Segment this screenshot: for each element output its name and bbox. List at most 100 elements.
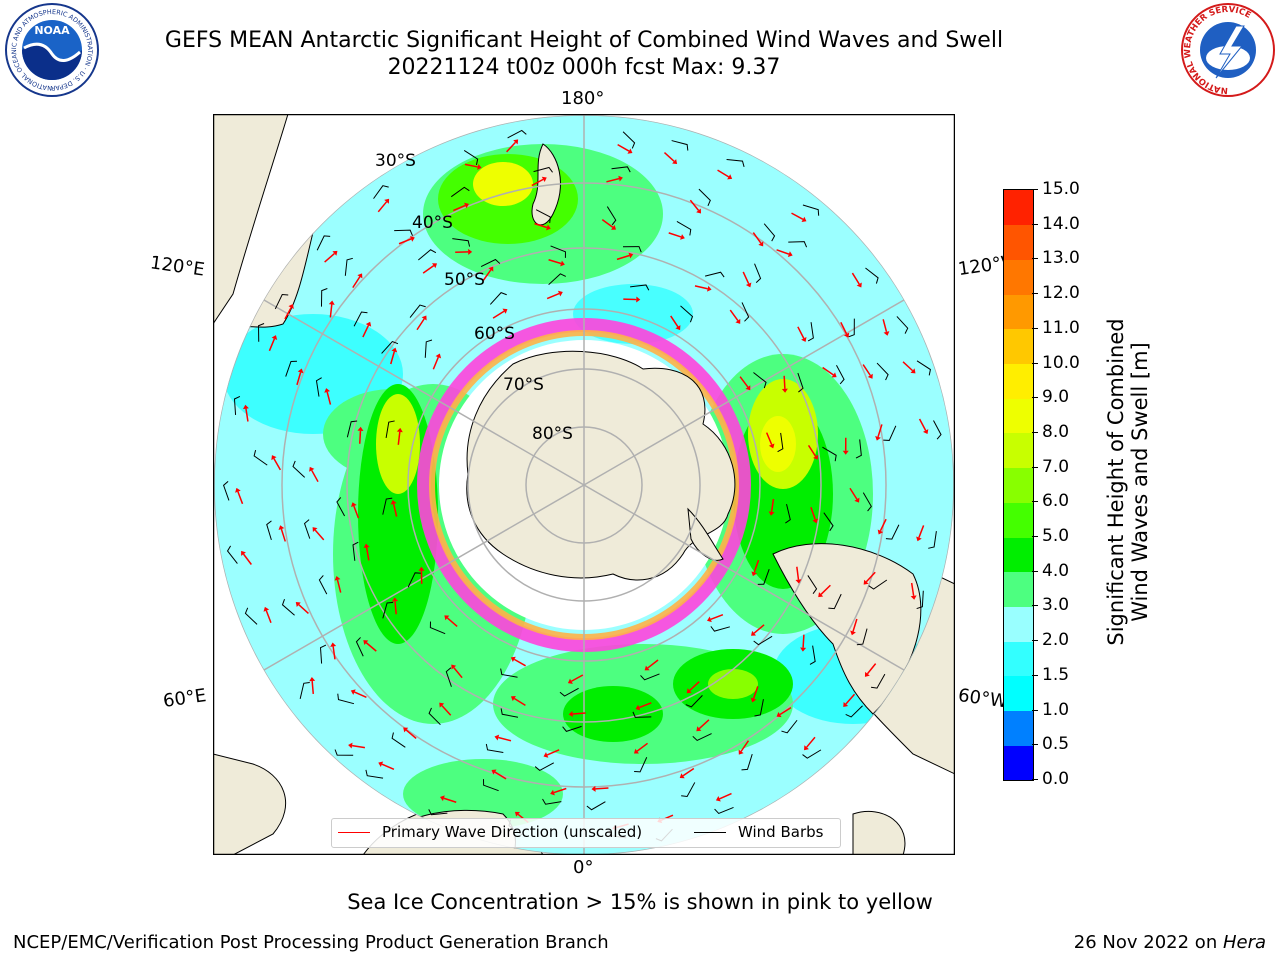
colorbar-tick-mark bbox=[1032, 466, 1038, 468]
wave-arrow-head bbox=[391, 347, 398, 353]
wind-barb bbox=[632, 711, 652, 718]
colorbar-tick-mark bbox=[1032, 501, 1038, 503]
wave-arrow bbox=[742, 271, 750, 285]
wind-barb bbox=[428, 707, 441, 726]
wind-barb bbox=[862, 492, 872, 512]
wave-arrow bbox=[284, 307, 292, 320]
wave-arrow bbox=[852, 618, 858, 632]
wave-arrow-head bbox=[365, 321, 372, 327]
wave-arrow bbox=[280, 528, 287, 542]
wind-barb bbox=[334, 749, 354, 756]
wave-arrow-head bbox=[636, 296, 641, 303]
colorbar-band bbox=[1004, 745, 1033, 781]
wave-arrow bbox=[879, 518, 887, 532]
wave-arrow bbox=[862, 364, 871, 376]
wave-arrow-head bbox=[396, 427, 403, 433]
colorbar-tick-label: 3.0 bbox=[1042, 595, 1070, 616]
wave-arrow-head bbox=[510, 656, 516, 662]
wind-barb bbox=[258, 323, 265, 342]
wind-barb bbox=[299, 681, 310, 699]
wave-arrow bbox=[398, 238, 412, 245]
colorbar-tick-label: 11.0 bbox=[1042, 317, 1080, 338]
wave-arrow-head bbox=[850, 630, 856, 636]
colorbar-tick-label: 13.0 bbox=[1042, 248, 1080, 269]
lon-label-top: 180° bbox=[561, 88, 605, 109]
wave-arrow-head bbox=[421, 315, 427, 321]
legend-label-wind: Wind Barbs bbox=[738, 823, 824, 841]
colorbar-tick-mark bbox=[1032, 223, 1038, 225]
wave-arrow-head bbox=[696, 726, 702, 732]
wind-barb bbox=[802, 749, 822, 759]
wave-direction-arrows bbox=[235, 139, 929, 831]
wave-arrow-head bbox=[390, 499, 397, 505]
wave-arrow bbox=[820, 584, 831, 595]
wave-arrow bbox=[668, 232, 682, 238]
wind-barb bbox=[266, 520, 272, 541]
wave-arrow bbox=[719, 792, 732, 800]
wind-barb bbox=[788, 241, 808, 248]
wind-barb bbox=[382, 601, 394, 619]
wave-arrow-head bbox=[696, 208, 701, 214]
wind-barb bbox=[550, 245, 566, 258]
wind-barb bbox=[409, 304, 426, 318]
wave-arrow bbox=[311, 680, 315, 695]
wave-arrow bbox=[851, 272, 860, 285]
wave-arrow bbox=[268, 338, 276, 352]
wind-barb bbox=[916, 590, 924, 610]
wind-barb bbox=[836, 365, 845, 385]
wind-barb bbox=[428, 809, 448, 816]
wave-arrow-head bbox=[363, 543, 370, 549]
wave-arrow-head bbox=[557, 290, 563, 297]
wave-arrow-head bbox=[271, 335, 278, 340]
lat-label-40s: 40°S bbox=[412, 213, 453, 233]
colorbar-tick-label: 8.0 bbox=[1042, 421, 1070, 442]
wind-barb bbox=[896, 316, 909, 334]
wave-arrow-head bbox=[768, 511, 775, 516]
wave-arrow-head bbox=[910, 595, 917, 600]
wave-arrow-head bbox=[357, 273, 363, 279]
wind-barb bbox=[535, 209, 551, 224]
wave-arrow-head bbox=[727, 174, 733, 180]
wave-arrow-head bbox=[295, 602, 301, 607]
wave-arrow bbox=[840, 322, 848, 335]
colorbar-band bbox=[1004, 190, 1033, 226]
wind-barb bbox=[754, 699, 764, 717]
wave-arrow-head bbox=[867, 373, 873, 379]
wind-barb bbox=[928, 531, 937, 549]
colorbar-band bbox=[1004, 710, 1033, 746]
wind-barb bbox=[754, 263, 762, 283]
wave-arrow bbox=[670, 315, 679, 328]
wave-arrow bbox=[866, 663, 877, 675]
wind-barb bbox=[244, 607, 258, 625]
wave-arrow bbox=[381, 763, 395, 771]
map-frame bbox=[213, 114, 955, 855]
colorbar-tick-mark bbox=[1032, 258, 1038, 260]
wave-arrow bbox=[464, 163, 478, 168]
wave-arrow-head bbox=[271, 455, 277, 461]
wind-barb bbox=[828, 593, 842, 610]
wave-arrow bbox=[606, 177, 620, 183]
wave-arrow-head bbox=[312, 527, 318, 533]
wind-barb bbox=[753, 372, 767, 389]
wave-arrow-head bbox=[854, 497, 860, 503]
colorbar-label-line1: Significant Height of Combined bbox=[1104, 318, 1128, 646]
lat-label-50s: 50°S bbox=[444, 270, 485, 290]
sea-ice-note: Sea Ice Concentration > 15% is shown in … bbox=[347, 890, 933, 914]
wind-barb bbox=[548, 273, 566, 286]
wind-barb bbox=[385, 420, 395, 439]
wave-arrow-head bbox=[350, 689, 356, 695]
legend-label-wave: Primary Wave Direction (unscaled) bbox=[382, 823, 643, 841]
wave-arrow bbox=[918, 418, 927, 431]
wave-arrow-head bbox=[491, 769, 497, 775]
colorbar bbox=[1003, 189, 1034, 781]
wave-arrow bbox=[534, 222, 548, 229]
wind-barb bbox=[676, 221, 692, 236]
wave-arrow-head bbox=[635, 704, 641, 711]
colorbar-band bbox=[1004, 675, 1033, 712]
colorbar-band bbox=[1004, 467, 1033, 503]
wave-arrow bbox=[752, 686, 759, 699]
wind-barb bbox=[855, 439, 862, 459]
wave-arrow-head bbox=[910, 368, 916, 374]
wave-arrow bbox=[353, 505, 360, 519]
wave-arrow bbox=[311, 469, 319, 483]
